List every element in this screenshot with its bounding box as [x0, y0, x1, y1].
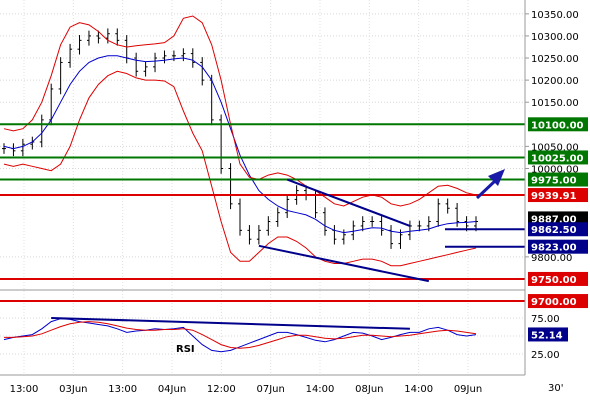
level-tag-label: 9887.00: [531, 214, 577, 225]
level-tag-label: 9862.50: [531, 225, 577, 236]
rsi-trendline: [51, 317, 410, 330]
price-tick-label: 10300.00: [531, 32, 579, 43]
rsi-gridlines: [0, 317, 525, 355]
rsi-label: RSI: [176, 344, 195, 355]
price-tick-label: 10000.00: [531, 164, 579, 175]
timeframe-label: 30': [548, 383, 563, 394]
price-tick-label: 10350.00: [531, 10, 579, 21]
level-tag: [528, 294, 588, 309]
price-gridlines: [0, 0, 525, 375]
level-tag-label: 9939.91: [531, 191, 577, 202]
axis-labels: 10350.00 10300.00 10250.00 10200.00 10150.00…: [10, 10, 579, 395]
price-trendline: [258, 244, 430, 283]
x-tick-label: 14:00: [306, 384, 335, 395]
bollinger-lower-line: [3, 70, 477, 267]
rsi-tick-label: 75.00: [531, 314, 560, 325]
level-tag-label: 9750.00: [531, 275, 577, 286]
level-tag-label: 9700.00: [531, 297, 577, 308]
x-tick-label: 09Jun: [454, 384, 482, 395]
price-tick-label: 10250.00: [531, 54, 579, 65]
level-tags: 10100.00 10025.00 9975.00 9939.91 9887.00986…: [528, 117, 588, 342]
x-tick-label: 04Jun: [158, 384, 186, 395]
level-tag-label: 9823.00: [531, 243, 577, 254]
forecast-arrow: [475, 169, 505, 200]
level-tag: [528, 150, 588, 165]
price-tick-label: 10050.00: [531, 142, 579, 153]
x-tick-label: 14:00: [404, 384, 433, 395]
x-tick-label: 13:00: [108, 384, 137, 395]
x-tick-label: 03Jun: [59, 384, 87, 395]
level-tag-label: 9975.00: [531, 176, 577, 187]
rsi-current-tag: [528, 327, 568, 342]
x-tick-label: 13:00: [10, 384, 39, 395]
level-tag: [528, 188, 588, 203]
x-tick-label: 08Jun: [355, 384, 383, 395]
rsi-series: [3, 318, 477, 353]
rsi-tick-label: 25.00: [531, 350, 560, 361]
level-tag: [528, 271, 588, 286]
x-tick-label: 07Jun: [256, 384, 284, 395]
trendlines: [51, 178, 430, 330]
rsi-current-label: 52.14: [531, 330, 563, 341]
bollinger-upper-line: [3, 15, 477, 207]
price-tick-label: 10150.00: [531, 98, 579, 109]
level-tag: [528, 117, 588, 132]
rsi-signal-line: [4, 321, 477, 349]
price-trendline: [286, 178, 411, 227]
level-tag-label: 10025.00: [531, 153, 584, 164]
level-tag: [528, 211, 588, 226]
level-lines: [0, 123, 525, 303]
moving-average-line: [3, 55, 477, 234]
price-series: [2, 15, 478, 267]
level-tag: [528, 172, 588, 187]
x-tick-label: 12:00: [207, 384, 236, 395]
price-tick-label: 10200.00: [531, 76, 579, 87]
level-tag: [528, 222, 588, 237]
price-tick-label: 9800.00: [531, 253, 572, 264]
level-tag: [528, 239, 588, 254]
level-tag-label: 10100.00: [531, 120, 584, 131]
